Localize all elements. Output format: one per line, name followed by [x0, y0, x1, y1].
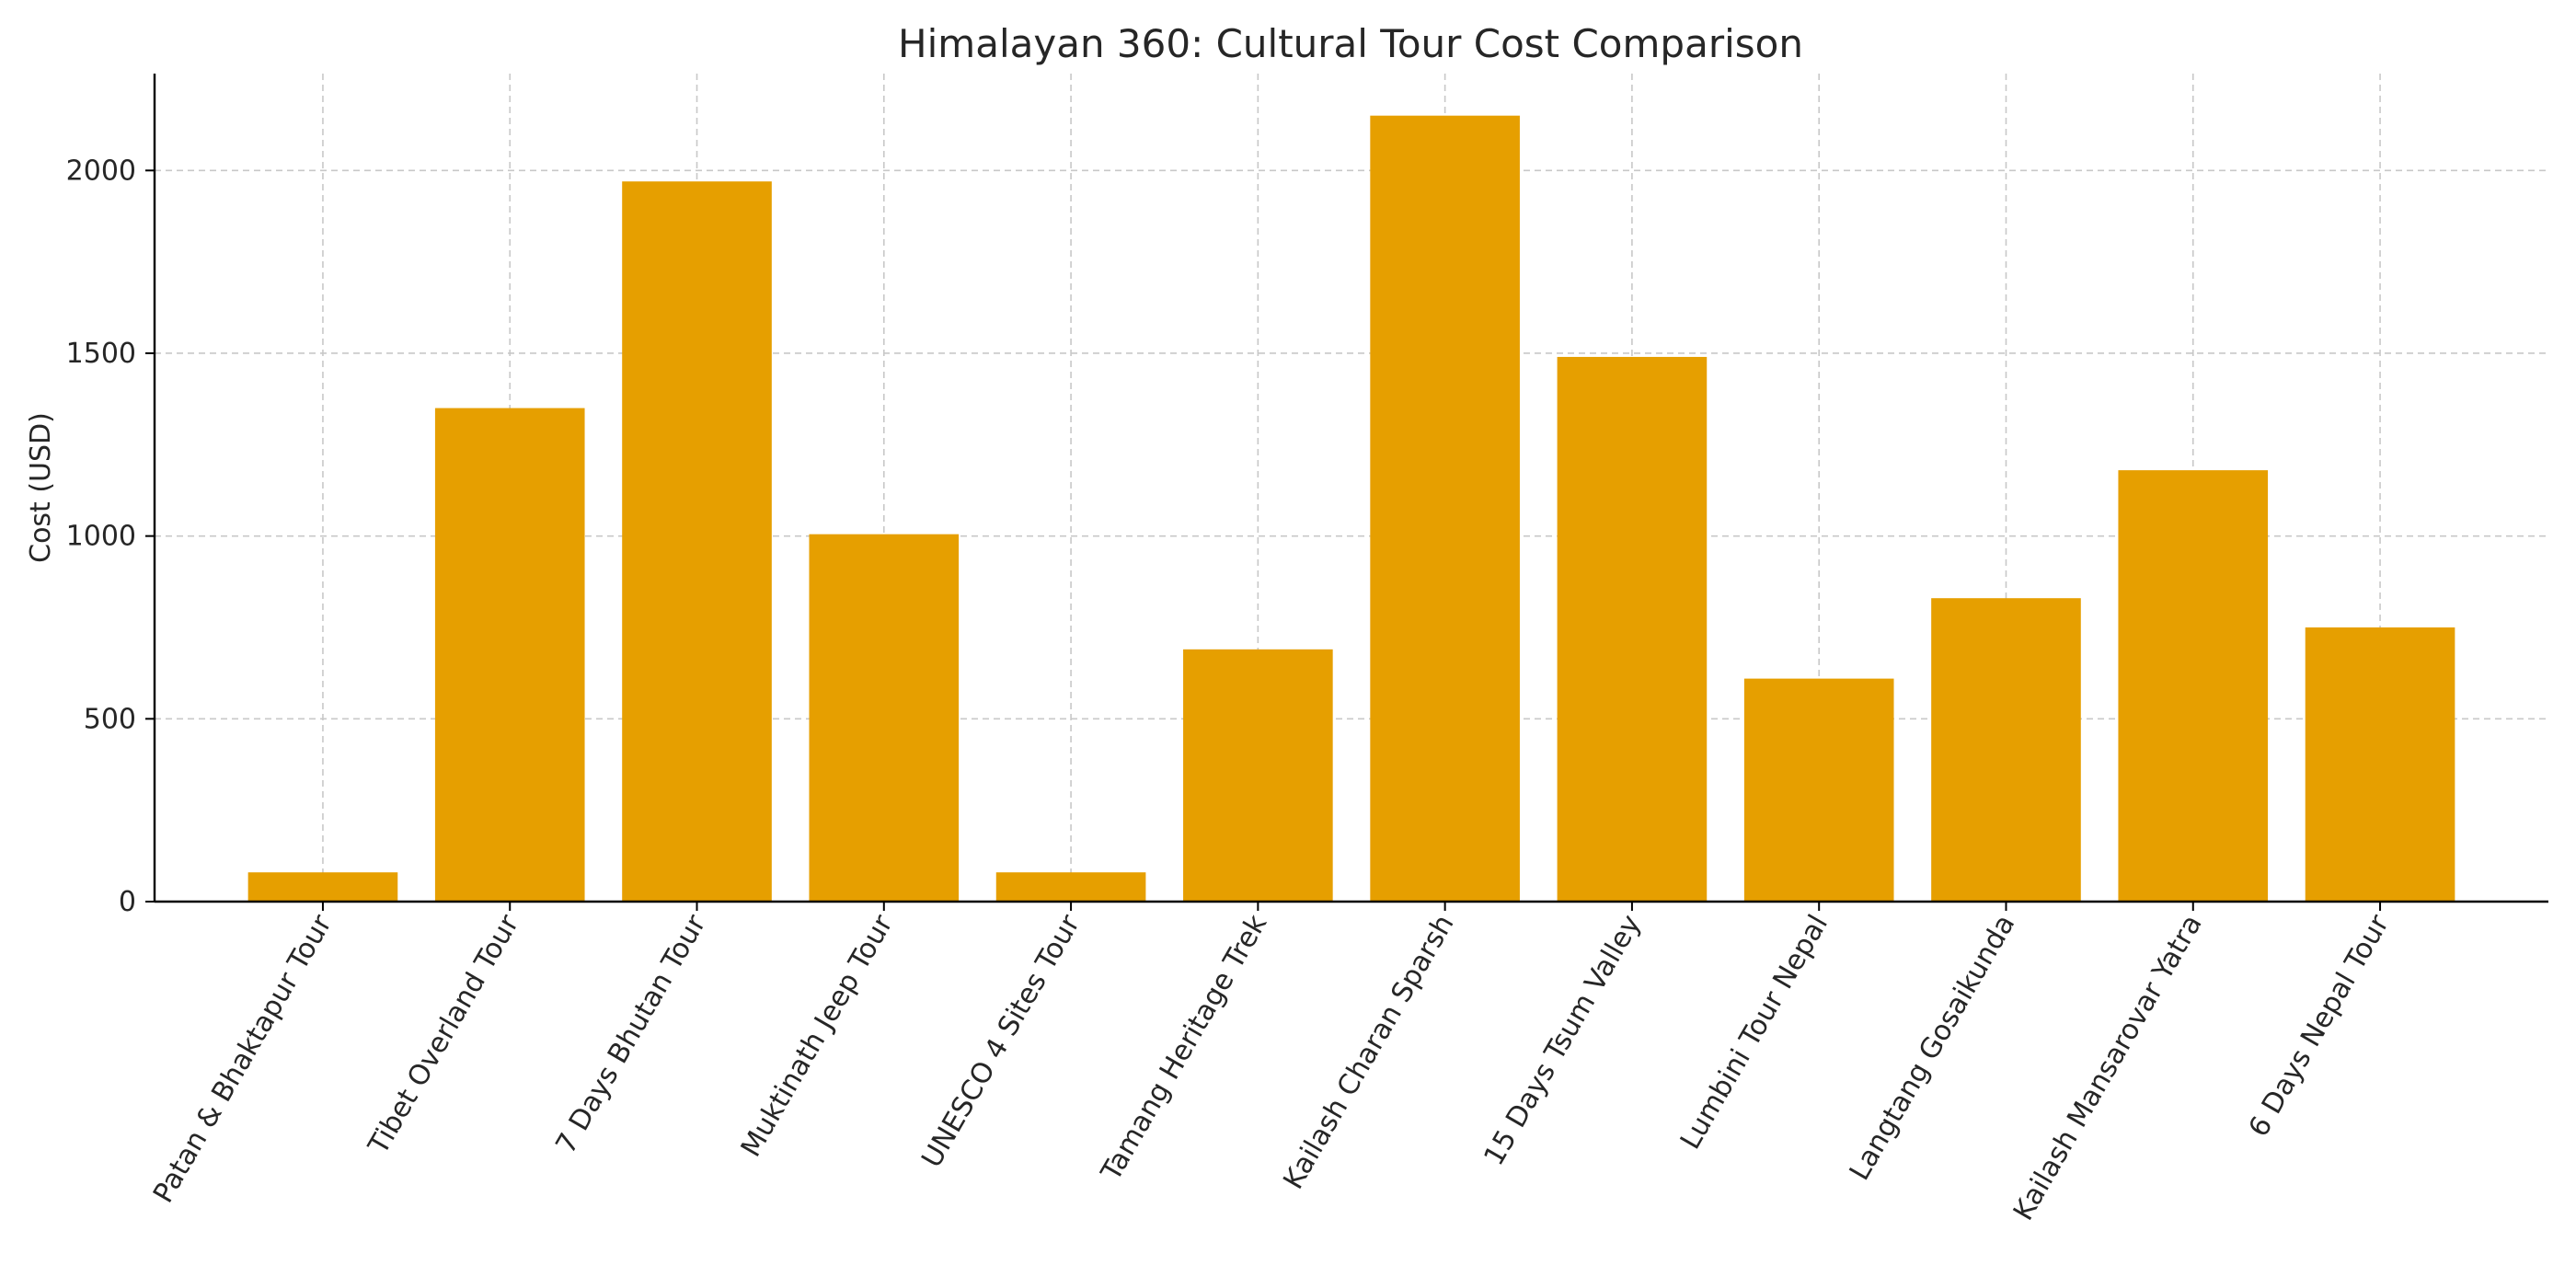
- x-tick-label: 7 Days Bhutan Tour: [550, 909, 713, 1159]
- bar: [247, 872, 398, 902]
- x-tick-label: Lumbini Tour Nepal: [1674, 910, 1834, 1156]
- chart-title: Himalayan 360: Cultural Tour Cost Compar…: [898, 21, 1803, 66]
- x-tick-label: Patan & Bhaktapur Tour: [147, 909, 339, 1209]
- x-tick-label: 6 Days Nepal Tour: [2243, 909, 2397, 1143]
- x-tick-label: Kailash Charan Sparsh: [1277, 910, 1460, 1195]
- x-tick-label: Tamang Heritage Trek: [1095, 909, 1274, 1187]
- bar: [434, 408, 585, 902]
- y-tick-label: 1000: [66, 521, 136, 553]
- y-tick-label: 2000: [66, 155, 136, 187]
- bar: [1370, 115, 1520, 902]
- y-tick-label: 0: [119, 886, 136, 918]
- bar: [1931, 598, 2081, 902]
- x-tick-label: Langtang Gosaikunda: [1844, 910, 2022, 1186]
- bar: [622, 181, 772, 903]
- bar: [2118, 470, 2269, 902]
- bar: [809, 534, 960, 902]
- y-axis-label: Cost (USD): [25, 412, 57, 563]
- y-tick-label: 1500: [66, 338, 136, 370]
- x-tick-label: UNESCO 4 Sites Tour: [915, 909, 1087, 1173]
- bar: [995, 872, 1146, 902]
- bar: [1743, 678, 1894, 902]
- x-tick-label: Kailash Mansarovar Yatra: [2007, 910, 2209, 1226]
- x-tick-label: 15 Days Tsum Valley: [1478, 910, 1647, 1172]
- bar: [1557, 356, 1708, 902]
- bar: [1183, 649, 1333, 902]
- bar-layer: [247, 115, 2455, 903]
- x-tick-label: Tibet Overland Tour: [362, 909, 525, 1160]
- y-tick-label: 500: [84, 703, 136, 735]
- label-layer: Himalayan 360: Cultural Tour Cost Compar…: [25, 21, 1803, 563]
- x-tick-label: Muktinath Jeep Tour: [735, 909, 900, 1163]
- bar: [2305, 627, 2455, 902]
